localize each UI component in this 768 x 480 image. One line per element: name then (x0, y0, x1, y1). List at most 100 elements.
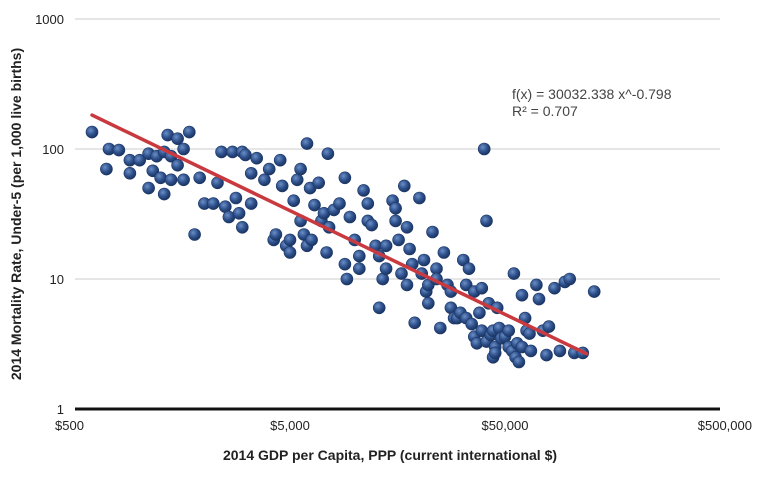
data-point (333, 197, 346, 210)
data-point (177, 142, 190, 156)
data-point (236, 221, 249, 234)
data-point (171, 158, 184, 172)
data-point (305, 233, 318, 247)
data-point (413, 191, 426, 205)
data-points (85, 125, 601, 369)
y-tick-label: 1000 (35, 12, 64, 27)
data-point (553, 344, 567, 358)
data-point (177, 173, 190, 187)
data-point (244, 167, 258, 180)
y-tick-label: 1 (57, 402, 64, 417)
data-point (207, 197, 220, 210)
data-point (395, 267, 408, 280)
data-point (392, 233, 405, 247)
data-point (244, 197, 258, 210)
data-point (133, 153, 146, 167)
data-point (507, 267, 521, 280)
data-point (477, 142, 491, 156)
data-point (154, 171, 167, 185)
data-point (400, 278, 414, 292)
x-axis-title: 2014 GDP per Capita, PPP (current intern… (223, 447, 557, 463)
trendline (90, 113, 589, 356)
data-point (308, 198, 321, 212)
data-point (563, 272, 577, 286)
data-point (258, 173, 271, 187)
data-point (502, 324, 516, 338)
data-point (512, 355, 526, 369)
data-point (320, 246, 333, 259)
data-point (524, 344, 538, 358)
data-point (300, 137, 314, 150)
data-point (357, 184, 370, 197)
data-point (532, 292, 546, 306)
data-point (275, 179, 289, 193)
data-point (437, 246, 451, 259)
data-point (389, 202, 402, 215)
data-point (287, 194, 301, 207)
data-point (85, 125, 99, 139)
data-point (343, 210, 357, 224)
data-point (352, 249, 366, 263)
data-point (372, 301, 386, 315)
data-point (462, 262, 476, 276)
data-point (338, 257, 352, 271)
y-tick-label: 100 (42, 142, 64, 157)
data-point (269, 228, 283, 241)
x-tick-label: $5,000 (270, 418, 310, 433)
data-point (283, 233, 297, 247)
data-point (379, 239, 393, 253)
data-point (250, 151, 264, 165)
data-point (273, 153, 287, 167)
data-point (488, 346, 502, 360)
data-point (542, 320, 556, 333)
y-axis-title: 2014 Mortality Rate, Under-5 (per 1,000 … (8, 48, 24, 380)
data-point (232, 207, 246, 220)
x-tick-label: $50,000 (482, 418, 529, 433)
data-point (540, 348, 553, 362)
data-point (312, 176, 326, 190)
data-point (417, 253, 431, 267)
data-point (400, 221, 414, 234)
data-point (459, 278, 473, 292)
data-point (403, 242, 416, 256)
data-point (171, 132, 184, 145)
data-point (123, 167, 137, 180)
data-point (365, 218, 379, 232)
data-point (548, 281, 561, 295)
data-point (100, 162, 113, 176)
data-point (389, 214, 402, 228)
data-point (465, 317, 479, 331)
data-point (587, 285, 601, 298)
data-point (164, 173, 178, 187)
data-point (530, 278, 543, 292)
data-point (408, 316, 422, 330)
data-point (361, 197, 375, 210)
data-point (456, 253, 470, 267)
data-point (426, 225, 439, 239)
data-point (239, 148, 252, 162)
data-point (183, 125, 196, 139)
data-point (142, 181, 155, 195)
data-point (215, 145, 228, 159)
x-tick-label: $500,000 (698, 418, 752, 433)
data-point (157, 187, 171, 201)
data-point (321, 147, 335, 160)
data-point (379, 262, 393, 276)
data-point (193, 171, 206, 185)
data-point (433, 321, 447, 335)
trendline-equation: f(x) = 30032.338 x^-0.798 (512, 86, 672, 102)
data-point (338, 171, 352, 185)
data-point (112, 143, 126, 157)
x-tick-label: $500 (55, 418, 84, 433)
data-point (188, 228, 201, 241)
data-point (283, 246, 297, 259)
y-tick-labels: 1 10 100 1000 (35, 12, 64, 417)
trendline-r2: R² = 0.707 (512, 103, 578, 119)
data-point (352, 262, 366, 276)
data-point (397, 179, 411, 193)
data-point (229, 191, 243, 205)
data-point (262, 162, 276, 176)
y-tick-label: 10 (50, 272, 64, 287)
data-point (340, 272, 354, 286)
